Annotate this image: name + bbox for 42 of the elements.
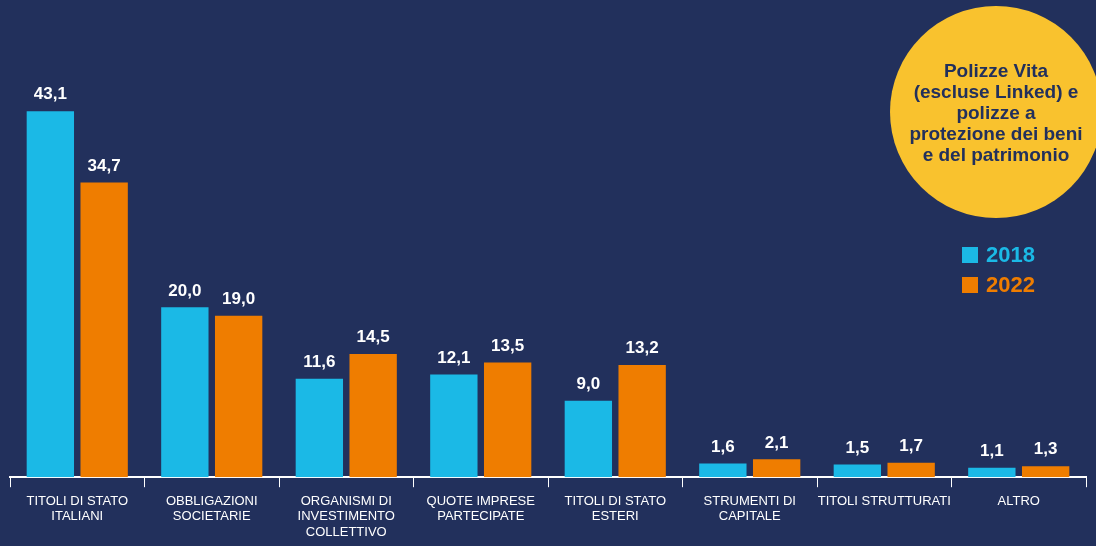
x-tick-label: TITOLI DI STATO ITALIANI: [26, 492, 129, 524]
bar: [968, 467, 1016, 478]
x-tick-label: QUOTE IMPRESE PARTECIPATE: [426, 492, 536, 524]
legend-label: 2022: [986, 272, 1035, 298]
bar: [887, 462, 935, 478]
data-label: 13,2: [625, 338, 659, 358]
x-tick-label: TITOLI DI STATO ESTERI: [564, 492, 667, 524]
bar: [26, 111, 75, 478]
bar: [349, 354, 397, 478]
bar: [161, 307, 209, 478]
data-label: 1,7: [899, 435, 923, 455]
bar: [80, 182, 128, 478]
bar: [752, 459, 801, 478]
x-tick-label: ORGANISMI DI INVESTIMENTO COLLETTIVO: [297, 492, 395, 539]
x-tick-label: TITOLI STRUTTURATI: [817, 492, 951, 508]
bar: [564, 400, 613, 478]
bar: [699, 463, 747, 478]
data-label: 43,1: [33, 84, 67, 104]
x-tick-label: STRUMENTI DI CAPITALE: [703, 492, 796, 524]
data-label: 20,0: [168, 280, 202, 300]
data-label: 1,5: [845, 437, 870, 457]
x-tick-label: ALTRO: [997, 492, 1040, 508]
bar: [618, 365, 666, 478]
x-tick-label: OBBLIGAZIONI SOCIETARIE: [165, 492, 258, 524]
data-label: 34,7: [87, 155, 121, 175]
data-label: 9,0: [576, 373, 601, 393]
data-label: 13,5: [491, 335, 525, 355]
data-label: 2,1: [764, 432, 789, 452]
data-label: 1,6: [711, 436, 735, 456]
data-label: 1,1: [980, 441, 1004, 461]
data-label: 14,5: [356, 327, 390, 347]
data-label: 11,6: [303, 351, 336, 371]
bar: [833, 464, 882, 478]
data-label: 19,0: [222, 289, 256, 309]
data-label: 1,3: [1033, 439, 1058, 459]
bar: [295, 378, 344, 478]
bar: [214, 315, 263, 478]
data-label: 12,1: [437, 347, 471, 367]
bar: [430, 374, 478, 478]
legend-label: 2018: [986, 242, 1035, 268]
bar: [1021, 466, 1070, 478]
bar: [483, 362, 532, 478]
